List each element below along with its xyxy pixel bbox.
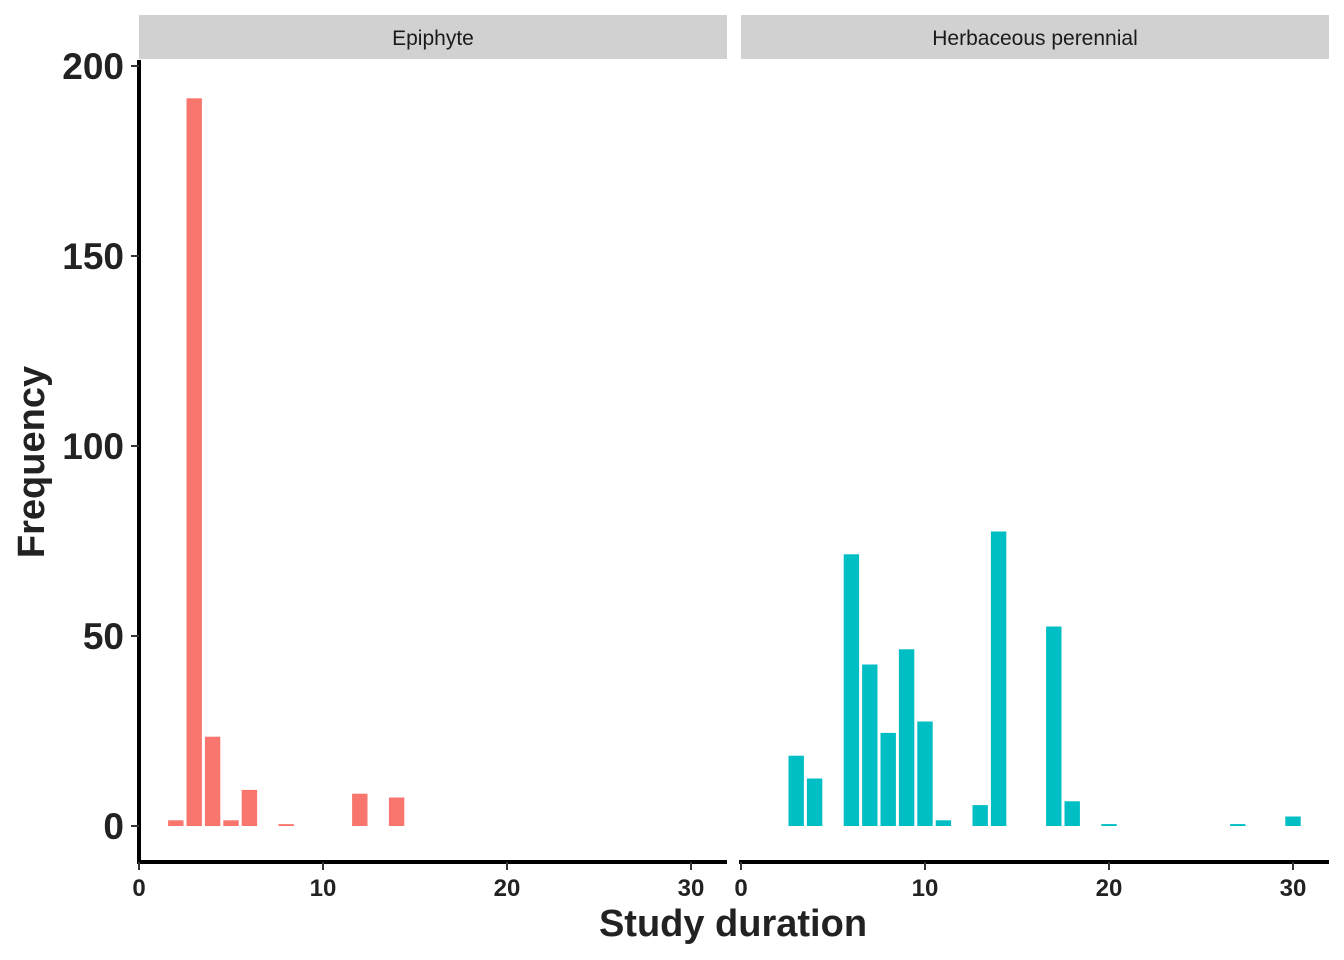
bar-series [168,98,405,827]
bar [241,789,258,826]
facet-panels: Epiphyte 0 10 20 30 Herbaceous perennial 0 10 20… [132,15,1329,902]
x-tick-label: 0 [734,875,747,902]
bar [1064,801,1080,826]
x-tick-label: 30 [1280,875,1307,902]
x-tick-label: 10 [310,875,337,902]
facet-strip [741,15,1329,59]
y-tick-label: 150 [62,236,124,277]
bar [1230,824,1246,826]
facet-panel: Epiphyte 0 10 20 30 [132,15,727,902]
bar [990,531,1007,826]
x-tick-label: 10 [912,875,939,902]
bar [1101,824,1117,826]
bar [1285,816,1301,826]
y-tick-label: 100 [62,426,124,467]
bar-series [788,531,1301,826]
bar [972,805,988,826]
y-tick-label: 200 [62,46,124,87]
bar [843,554,860,826]
y-tick-label: 0 [103,806,124,847]
bar [278,824,294,826]
facet-panel: Herbaceous perennial 0 10 20 30 [734,15,1329,902]
x-tick-label: 30 [678,875,705,902]
facet-strip [139,15,727,59]
y-axis: 0 50 100 150 200 [62,46,141,864]
bar [898,649,915,826]
bar [862,664,878,826]
x-axis-title: Study duration [599,903,867,945]
bar [388,797,405,826]
facet-strip-label: Epiphyte [392,27,474,50]
bar [917,721,933,826]
x-tick-label: 0 [132,875,145,902]
bar [204,736,221,826]
bar [806,778,823,826]
y-axis-title: Frequency [11,366,53,558]
bar [352,793,368,826]
bar [880,732,896,826]
bar [935,820,952,826]
bar [223,820,239,826]
x-tick-label: 20 [1096,875,1123,902]
bar [186,98,202,827]
bar [168,820,184,826]
bar [788,755,804,826]
y-tick-label: 50 [83,616,124,657]
y-ticks: 0 50 100 150 200 [62,46,139,847]
bar [1046,626,1062,826]
x-tick-label: 20 [494,875,521,902]
facet-strip-label: Herbaceous perennial [932,27,1137,50]
